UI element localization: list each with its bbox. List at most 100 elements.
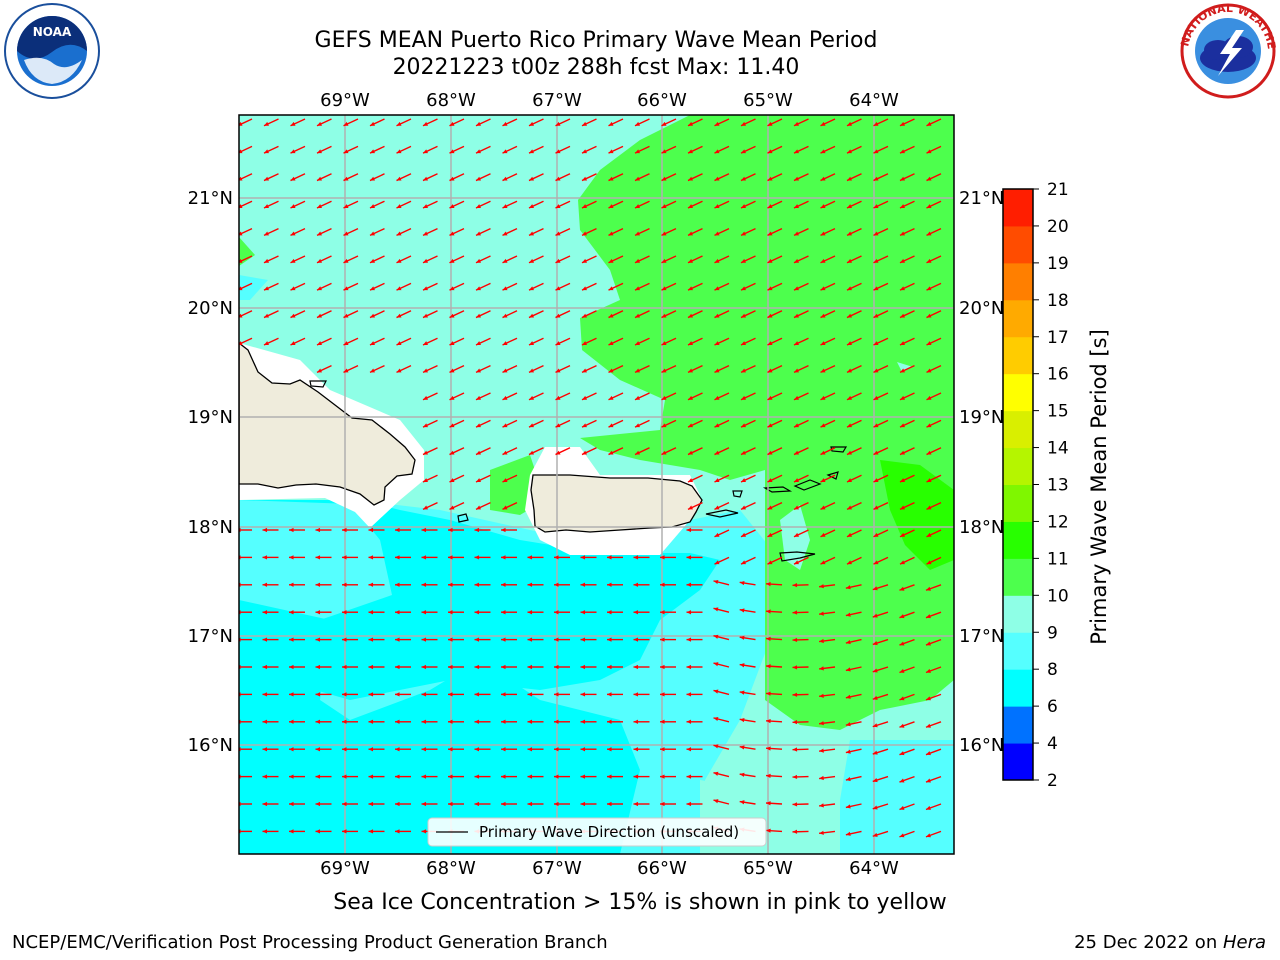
wave-arrowhead	[502, 450, 508, 455]
wave-arrowhead	[926, 368, 932, 373]
wave-arrowhead	[714, 560, 720, 565]
colorbar-tick-label: 16	[1047, 365, 1069, 385]
wave-arrowhead	[714, 121, 720, 126]
wave-arrowhead	[502, 423, 508, 428]
wave-arrowhead	[607, 774, 612, 779]
wave-arrowhead	[239, 149, 243, 154]
wave-arrowhead	[714, 258, 720, 263]
wave-arrowhead	[290, 176, 296, 181]
wave-arrowhead	[581, 149, 587, 154]
wave-arrowhead	[342, 664, 347, 670]
wave-arrowhead	[899, 423, 905, 428]
wave-arrowhead	[502, 368, 508, 373]
colorbar-segment	[1003, 706, 1033, 744]
wave-arrowhead	[527, 692, 533, 697]
wave-arrowhead	[846, 149, 852, 154]
wave-arrowhead	[395, 719, 400, 724]
wave-arrowhead	[369, 341, 375, 345]
wave-arrowhead	[448, 774, 453, 779]
wave-arrowhead	[555, 313, 561, 318]
wave-arrowhead	[686, 747, 692, 752]
wave-arrowhead	[527, 555, 533, 560]
wave-arrowhead	[528, 231, 534, 236]
wave-arrowhead	[661, 395, 667, 400]
wave-arrowhead	[262, 664, 268, 670]
colorbar-tick-label: 11	[1047, 549, 1069, 569]
wave-arrowhead	[342, 610, 347, 615]
colorbar-tick-label: 2	[1047, 771, 1058, 791]
wave-arrowhead	[633, 692, 639, 697]
wave-arrowhead	[580, 582, 586, 587]
wave-arrowhead	[342, 527, 347, 533]
wave-arrowhead	[660, 555, 665, 560]
wave-arrowhead	[608, 286, 614, 291]
wave-arrowhead	[369, 313, 375, 318]
wave-arrowhead	[740, 204, 746, 208]
lon-label: 69°W	[320, 858, 370, 879]
wave-arrowhead	[475, 176, 481, 181]
wave-arrowhead	[873, 121, 879, 126]
wave-arrowhead	[449, 368, 455, 373]
wave-arrowhead	[448, 747, 453, 752]
wave-arrowhead	[316, 286, 322, 291]
wave-arrowhead	[792, 802, 798, 807]
wave-arrowhead	[315, 692, 321, 697]
lon-label: 67°W	[532, 90, 582, 111]
wave-arrowhead	[475, 231, 481, 236]
wave-arrowhead	[342, 747, 347, 752]
wave-arrowhead	[607, 719, 612, 724]
wave-arrowhead	[661, 176, 667, 181]
wave-arrowhead	[501, 719, 506, 724]
wave-arrowhead	[899, 176, 905, 181]
wave-arrowhead	[925, 833, 931, 838]
wave-arrowhead	[262, 719, 268, 724]
wave-arrowhead	[554, 664, 559, 670]
wave-arrowhead	[899, 668, 905, 673]
wave-arrowhead	[448, 555, 453, 560]
wave-arrowhead	[634, 368, 640, 373]
wave-arrowhead	[845, 694, 851, 699]
wave-arrowhead	[767, 341, 773, 345]
wave-arrowhead	[872, 695, 878, 700]
wave-arrowhead	[926, 395, 932, 400]
wave-arrowhead	[899, 586, 905, 591]
wave-arrowhead	[239, 258, 243, 263]
wave-arrowhead	[714, 532, 720, 537]
wave-arrowhead	[661, 286, 667, 291]
colorbar: 2 4 6 8 9 10 11 12 13 14 15 16 17 18 19 20 21	[1002, 180, 1069, 791]
lat-label: 17°N	[188, 626, 233, 647]
wave-arrowhead	[289, 637, 294, 642]
wave-arrowhead	[448, 664, 453, 670]
footer-host: Hera	[1222, 932, 1266, 953]
wave-arrowhead	[449, 121, 455, 126]
wave-arrowhead	[449, 204, 455, 208]
wave-arrowhead	[315, 801, 321, 807]
wave-arrowhead	[845, 639, 851, 645]
wave-arrowhead	[873, 149, 879, 154]
wave-arrowhead	[899, 368, 905, 373]
wave-arrowhead	[633, 747, 639, 752]
wave-arrowhead	[343, 149, 349, 154]
colorbar-segment	[1003, 743, 1033, 781]
wave-arrowhead	[581, 231, 587, 236]
lat-label: 20°N	[959, 298, 1004, 319]
wave-arrowhead	[421, 637, 427, 642]
wave-arrowhead	[792, 774, 798, 780]
wave-arrowhead	[527, 719, 533, 724]
wave-arrowhead	[475, 505, 481, 510]
lat-lon-grid	[239, 115, 954, 854]
wave-arrowhead	[580, 610, 586, 615]
wave-arrowhead	[925, 805, 931, 810]
wave-arrowhead	[368, 692, 374, 697]
wave-arrowhead	[661, 121, 667, 126]
wave-arrowhead	[502, 231, 508, 236]
wave-arrowhead	[820, 505, 826, 510]
wave-arrowhead	[739, 580, 745, 586]
wave-arrowhead	[315, 610, 321, 615]
wave-arrowhead	[502, 341, 508, 345]
wave-arrowhead	[686, 801, 692, 807]
wave-arrowhead	[608, 423, 614, 428]
wave-arrowhead	[421, 664, 427, 670]
wave-arrowhead	[926, 478, 932, 482]
wave-arrowhead	[368, 747, 374, 752]
